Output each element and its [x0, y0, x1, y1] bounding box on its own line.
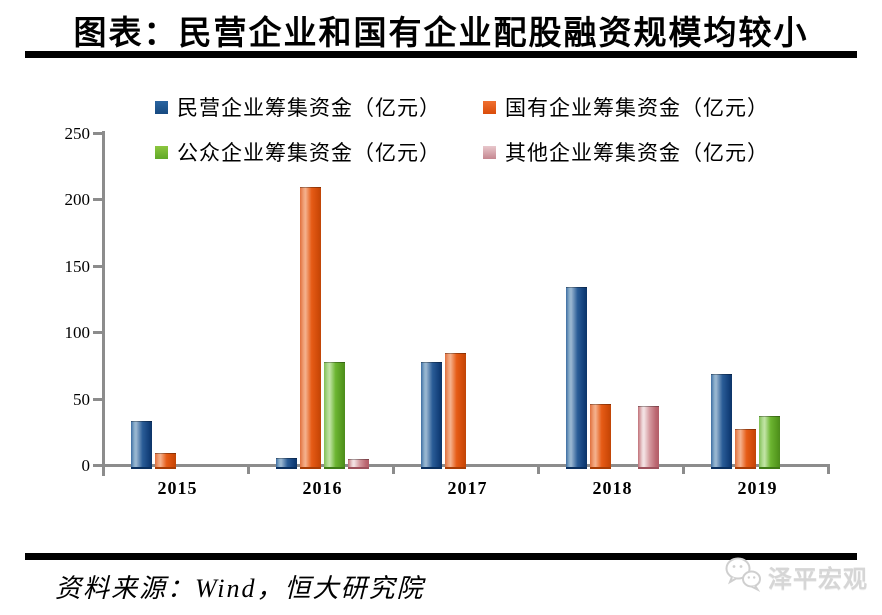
bar-2015-series1 — [154, 453, 176, 469]
brand-name: 泽平宏观 — [768, 567, 868, 593]
bar-2019-series0 — [710, 374, 732, 469]
legend-swatch-pink-icon — [483, 145, 496, 159]
y-axis-tick — [93, 198, 102, 202]
legend-item-private: 民营企业筹集资金（亿元） — [155, 96, 441, 120]
legend-label: 其他企业筹集资金（亿元） — [505, 141, 769, 165]
x-axis-tick — [102, 464, 105, 474]
bar-2019-series1 — [734, 429, 756, 469]
bar-2017-series1 — [444, 353, 466, 469]
bar-2017-series0 — [420, 362, 442, 469]
x-axis-tick — [392, 464, 395, 474]
y-axis-tick — [93, 331, 102, 335]
bar-2016-series3 — [347, 459, 369, 469]
y-tick-label: 250 — [64, 124, 91, 143]
title-divider — [25, 51, 857, 58]
bar-2018-series3 — [637, 406, 659, 469]
legend-swatch-orange-icon — [483, 100, 496, 114]
y-axis-tick — [93, 397, 102, 401]
x-tick-label: 2019 — [737, 478, 778, 498]
y-tick-label: 200 — [64, 190, 91, 210]
bar-2016-series1 — [299, 187, 321, 469]
x-tick-label: 2018 — [592, 478, 633, 498]
legend-label: 公众企业筹集资金（亿元） — [177, 141, 441, 165]
y-tick-label: 0 — [81, 456, 91, 475]
brand-watermark: 泽平宏观 — [724, 556, 868, 597]
legend-label: 国有企业筹集资金（亿元） — [505, 96, 769, 120]
x-tick-label: 2017 — [447, 478, 488, 498]
wechat-logo-icon — [724, 556, 764, 597]
legend-swatch-blue-icon — [155, 100, 168, 114]
x-axis-tick — [827, 464, 830, 474]
x-axis-tick — [537, 464, 540, 474]
y-axis-line — [102, 131, 105, 476]
x-axis-tick — [247, 464, 250, 474]
legend-label: 民营企业筹集资金（亿元） — [177, 96, 441, 120]
y-tick-label: 150 — [64, 256, 91, 276]
footer-divider — [25, 553, 857, 560]
bar-2015-series0 — [130, 421, 152, 469]
bar-2016-series0 — [275, 458, 297, 469]
x-axis-tick — [682, 464, 685, 474]
bar-2018-series1 — [589, 404, 611, 469]
y-axis-tick — [93, 464, 102, 467]
page-title: 图表：民营企业和国有企业配股融资规模均较小 — [73, 16, 809, 52]
y-tick-label: 100 — [64, 323, 91, 343]
bar-2019-series2 — [758, 416, 780, 469]
legend-swatch-green-icon — [155, 145, 168, 159]
y-tick-label: 50 — [73, 389, 90, 409]
bar-2016-series2 — [323, 362, 345, 469]
legend-item-state-owned: 国有企业筹集资金（亿元） — [483, 96, 769, 120]
legend-item-public: 公众企业筹集资金（亿元） — [155, 141, 441, 165]
x-tick-label: 2015 — [157, 478, 198, 498]
data-source-note: 资料来源：Wind，恒大研究院 — [55, 574, 425, 603]
legend-item-other: 其他企业筹集资金（亿元） — [483, 141, 769, 165]
y-axis-tick — [93, 264, 102, 268]
y-axis-tick — [93, 132, 102, 135]
x-axis-line — [102, 464, 830, 467]
x-tick-label: 2016 — [302, 478, 343, 498]
bar-2018-series0 — [565, 287, 587, 469]
